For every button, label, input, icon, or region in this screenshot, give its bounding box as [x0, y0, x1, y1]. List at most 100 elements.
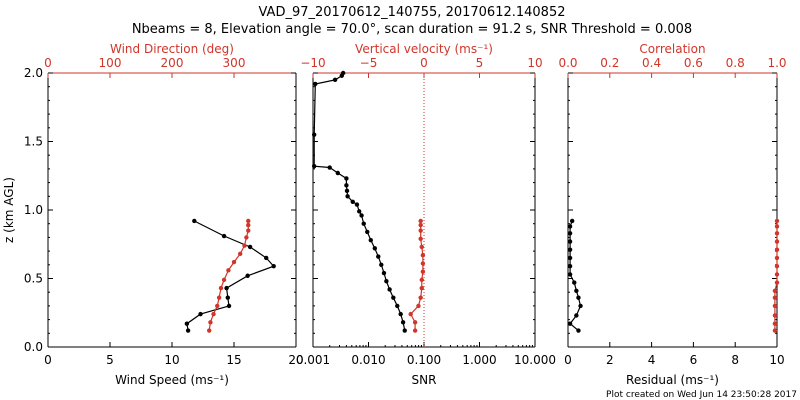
data-point	[412, 328, 418, 333]
data-point	[774, 224, 780, 229]
data-point	[567, 239, 573, 244]
data-point	[221, 233, 227, 239]
data-point	[395, 303, 400, 309]
figure-subtitle: Nbeams = 8, Elevation angle = 70.0°, sca…	[132, 22, 692, 37]
data-point	[384, 279, 389, 284]
data-point	[246, 218, 251, 224]
x-tick-label: 4	[648, 353, 656, 367]
data-point	[774, 263, 780, 269]
data-point	[246, 228, 251, 233]
top-tick-label: 10	[527, 56, 542, 70]
x-axis-label: Residual (ms⁻¹)	[626, 373, 719, 387]
data-point	[574, 313, 579, 318]
data-point	[216, 295, 222, 300]
data-point	[772, 321, 778, 326]
data-point	[327, 165, 332, 170]
top-tick-label: 200	[161, 56, 184, 70]
data-point	[774, 247, 780, 252]
data-point	[412, 320, 418, 325]
data-point	[567, 255, 573, 261]
data-point	[419, 244, 424, 250]
data-point	[576, 295, 581, 300]
data-point	[572, 280, 577, 285]
data-point	[311, 132, 317, 137]
data-point	[344, 176, 349, 181]
data-point	[335, 170, 341, 176]
data-point	[400, 320, 406, 325]
data-point	[365, 229, 370, 235]
data-point	[242, 243, 247, 248]
top-axis-label: Wind Direction (deg)	[110, 42, 234, 56]
data-point	[359, 213, 364, 218]
top-tick-label: 0.0	[558, 56, 577, 70]
x-tick-label: 5	[106, 353, 114, 367]
data-point	[198, 311, 203, 317]
data-point	[226, 268, 231, 273]
data-point	[344, 188, 350, 194]
data-point	[567, 247, 573, 252]
data-point	[244, 235, 249, 240]
top-tick-label: 300	[223, 56, 246, 70]
data-point	[418, 228, 423, 233]
data-point	[361, 221, 366, 226]
data-point	[774, 255, 780, 261]
x-axis-label: SNR	[412, 373, 437, 387]
top-tick-label: 0.8	[726, 56, 745, 70]
x-tick-label: 0.100	[407, 353, 441, 367]
data-point	[567, 321, 573, 326]
data-point	[311, 163, 317, 169]
data-point	[221, 277, 227, 283]
data-point	[419, 277, 424, 283]
data-point	[772, 303, 778, 309]
figure-title: VAD_97_20170612_140755, 20170612.140852	[259, 5, 566, 20]
data-point	[264, 255, 269, 261]
data-point	[245, 273, 250, 278]
data-point	[379, 262, 384, 267]
data-point	[772, 295, 778, 300]
data-point	[391, 295, 396, 300]
x-tick-label: 15	[226, 353, 241, 367]
x-tick-label: 8	[731, 353, 739, 367]
x-tick-label: 0.001	[296, 353, 330, 367]
top-tick-label: 0.6	[684, 56, 703, 70]
x-tick-label: 20	[288, 353, 303, 367]
top-tick-label: −5	[360, 56, 378, 70]
data-point	[387, 287, 392, 292]
data-point	[419, 285, 424, 291]
data-point	[332, 77, 338, 83]
data-point	[567, 272, 573, 277]
top-tick-label: 1.0	[767, 56, 786, 70]
data-point	[569, 218, 575, 224]
x-tick-label: 10	[164, 353, 179, 367]
x-tick-label: 1.000	[462, 353, 496, 367]
data-point	[774, 272, 780, 277]
data-point	[420, 261, 426, 266]
data-point	[398, 311, 403, 317]
data-point	[420, 269, 426, 274]
data-point	[774, 218, 780, 224]
x-tick-label: 0	[44, 353, 52, 367]
data-point	[225, 295, 230, 300]
data-point	[416, 303, 421, 309]
top-tick-label: 100	[99, 56, 122, 70]
data-point	[354, 202, 360, 207]
data-point	[313, 81, 318, 87]
data-point	[772, 313, 778, 318]
data-point	[420, 253, 426, 258]
data-point	[567, 263, 573, 269]
y-tick-label: 2.0	[24, 66, 43, 80]
data-point	[231, 259, 237, 265]
data-point	[772, 288, 778, 294]
data-point	[271, 263, 276, 269]
data-point	[774, 239, 780, 244]
data-point	[211, 311, 216, 317]
data-point	[418, 295, 423, 300]
data-point	[350, 199, 355, 204]
data-point	[344, 183, 349, 188]
data-point	[567, 231, 573, 236]
data-point	[578, 303, 583, 309]
y-axis-label: z (km AGL)	[2, 177, 16, 243]
data-point	[340, 70, 346, 76]
x-tick-label: 0.010	[351, 353, 385, 367]
